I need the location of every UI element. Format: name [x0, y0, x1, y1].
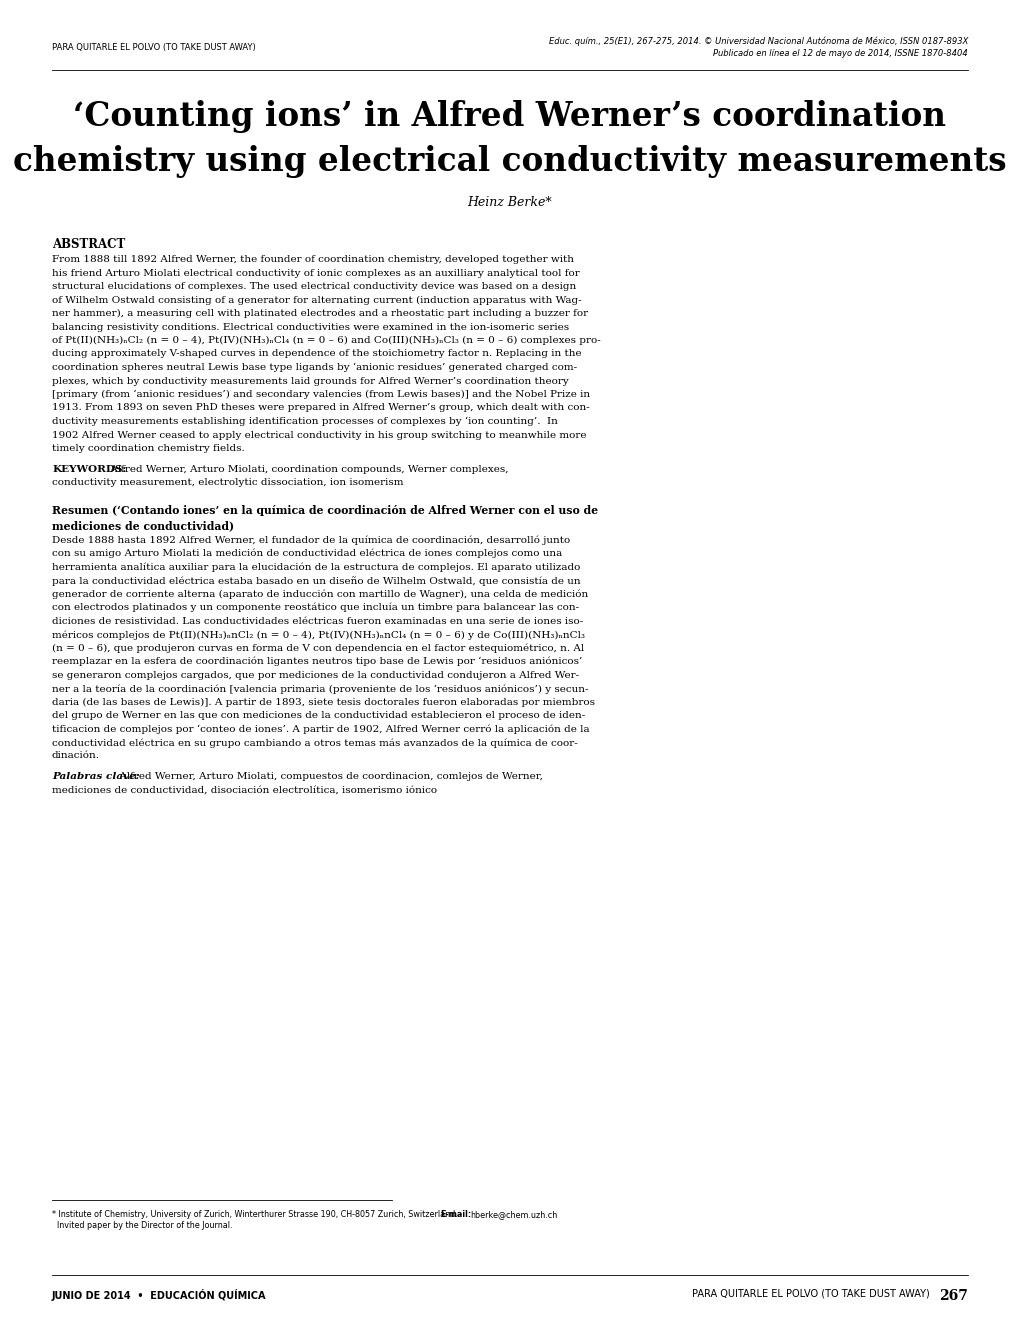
- Text: herramienta analítica auxiliar para la elucidación de la estructura de complejos: herramienta analítica auxiliar para la e…: [52, 562, 580, 572]
- Text: para la conductividad eléctrica estaba basado en un diseño de Wilhelm Ostwald, q: para la conductividad eléctrica estaba b…: [52, 576, 580, 586]
- Text: del grupo de Werner en las que con mediciones de la conductividad establecieron : del grupo de Werner en las que con medic…: [52, 711, 585, 719]
- Text: plexes, which by conductivity measurements laid grounds for Alfred Werner’s coor: plexes, which by conductivity measuremen…: [52, 376, 569, 385]
- Text: generador de corriente alterna (aparato de inducción con martillo de Wagner), un: generador de corriente alterna (aparato …: [52, 590, 588, 599]
- Text: méricos complejos de Pt(II)(NH₃)ₙnCl₂ (n = 0 – 4), Pt(IV)(NH₃)ₙnCl₄ (n = 0 – 6) : méricos complejos de Pt(II)(NH₃)ₙnCl₂ (n…: [52, 630, 585, 639]
- Text: Publicado en línea el 12 de mayo de 2014, ISSNE 1870-8404: Publicado en línea el 12 de mayo de 2014…: [712, 49, 967, 58]
- Text: ner a la teoría de la coordinación [valencia primaria (proveniente de los ‘resid: ner a la teoría de la coordinación [vale…: [52, 684, 588, 693]
- Text: 1913. From 1893 on seven PhD theses were prepared in Alfred Werner’s group, whic: 1913. From 1893 on seven PhD theses were…: [52, 404, 589, 412]
- Text: Alfred Werner, Arturo Miolati, coordination compounds, Werner complexes,: Alfred Werner, Arturo Miolati, coordinat…: [107, 465, 508, 474]
- Text: Alfred Werner, Arturo Miolati, compuestos de coordinacion, comlejos de Werner,: Alfred Werner, Arturo Miolati, compuesto…: [116, 772, 542, 781]
- Text: conductivity measurement, electrolytic dissociation, ion isomerism: conductivity measurement, electrolytic d…: [52, 478, 404, 487]
- Text: dinación.: dinación.: [52, 751, 100, 760]
- Text: ner hammer), a measuring cell with platinated electrodes and a rheostatic part i: ner hammer), a measuring cell with plati…: [52, 309, 588, 318]
- Text: Invited paper by the Director of the Journal.: Invited paper by the Director of the Jou…: [52, 1221, 232, 1230]
- Text: se generaron complejos cargados, que por mediciones de la conductividad condujer: se generaron complejos cargados, que por…: [52, 671, 579, 680]
- Text: Educ. quím., 25(E1), 267-275, 2014. © Universidad Nacional Autónoma de México, I: Educ. quím., 25(E1), 267-275, 2014. © Un…: [548, 37, 967, 46]
- Text: coordination spheres neutral Lewis base type ligands by ‘anionic residues’ gener: coordination spheres neutral Lewis base …: [52, 363, 577, 372]
- Text: balancing resistivity conditions. Electrical conductivities were examined in the: balancing resistivity conditions. Electr…: [52, 322, 569, 331]
- Text: PARA QUITARLE EL POLVO (TO TAKE DUST AWAY): PARA QUITARLE EL POLVO (TO TAKE DUST AWA…: [692, 1290, 929, 1299]
- Text: hberke@chem.uzh.ch: hberke@chem.uzh.ch: [470, 1210, 556, 1218]
- Text: timely coordination chemistry fields.: timely coordination chemistry fields.: [52, 444, 245, 453]
- Text: mediciones de conductividad): mediciones de conductividad): [52, 520, 234, 531]
- Text: daria (de las bases de Lewis)]. A partir de 1893, siete tesis doctorales fueron : daria (de las bases de Lewis)]. A partir…: [52, 697, 594, 706]
- Text: conductividad eléctrica en su grupo cambiando a otros temas más avanzados de la : conductividad eléctrica en su grupo camb…: [52, 738, 577, 747]
- Text: 267: 267: [938, 1290, 967, 1303]
- Text: JUNIO DE 2014  •  EDUCACIÓN QUÍMICA: JUNIO DE 2014 • EDUCACIÓN QUÍMICA: [52, 1290, 266, 1302]
- Text: tificacion de complejos por ‘conteo de iones’. A partir de 1902, Alfred Werner c: tificacion de complejos por ‘conteo de i…: [52, 725, 589, 734]
- Text: reemplazar en la esfera de coordinación ligantes neutros tipo base de Lewis por : reemplazar en la esfera de coordinación …: [52, 657, 582, 667]
- Text: [primary (from ‘anionic residues’) and secondary valencies (from Lewis bases)] a: [primary (from ‘anionic residues’) and s…: [52, 389, 590, 400]
- Text: PARA QUITARLE EL POLVO (TO TAKE DUST AWAY): PARA QUITARLE EL POLVO (TO TAKE DUST AWA…: [52, 44, 256, 51]
- Text: Palabras clave:: Palabras clave:: [52, 772, 140, 781]
- Text: of Wilhelm Ostwald consisting of a generator for alternating current (induction : of Wilhelm Ostwald consisting of a gener…: [52, 296, 581, 305]
- Text: Desde 1888 hasta 1892 Alfred Werner, el fundador de la química de coordinación, : Desde 1888 hasta 1892 Alfred Werner, el …: [52, 536, 570, 545]
- Text: E-mail:: E-mail:: [439, 1210, 471, 1218]
- Text: mediciones de conductividad, disociación electrolítica, isomerismo iónico: mediciones de conductividad, disociación…: [52, 785, 437, 795]
- Text: 1902 Alfred Werner ceased to apply electrical conductivity in his group switchin: 1902 Alfred Werner ceased to apply elect…: [52, 430, 586, 440]
- Text: Heinz Berke*: Heinz Berke*: [468, 195, 551, 209]
- Text: diciones de resistividad. Las conductividades eléctricas fueron examinadas en un: diciones de resistividad. Las conductivi…: [52, 616, 583, 626]
- Text: structural elucidations of complexes. The used electrical conductivity device wa: structural elucidations of complexes. Th…: [52, 282, 576, 290]
- Text: ductivity measurements establishing identification processes of complexes by ‘io: ductivity measurements establishing iden…: [52, 417, 557, 426]
- Text: con electrodos platinados y un componente reostático que incluía un timbre para : con electrodos platinados y un component…: [52, 603, 579, 612]
- Text: Resumen (‘Contando iones’ en la química de coordinación de Alfred Werner con el : Resumen (‘Contando iones’ en la química …: [52, 506, 597, 516]
- Text: ducing approximately V-shaped curves in dependence of the stoichiometry factor n: ducing approximately V-shaped curves in …: [52, 350, 581, 359]
- Text: con su amigo Arturo Miolati la medición de conductividad eléctrica de iones comp: con su amigo Arturo Miolati la medición …: [52, 549, 561, 558]
- Text: (n = 0 – 6), que produjeron curvas en forma de V con dependencia en el factor es: (n = 0 – 6), que produjeron curvas en fo…: [52, 644, 584, 653]
- Text: ‘Counting ions’ in Alfred Werner’s coordination: ‘Counting ions’ in Alfred Werner’s coord…: [73, 100, 946, 133]
- Text: ABSTRACT: ABSTRACT: [52, 238, 125, 251]
- Text: KEYWORDS:: KEYWORDS:: [52, 465, 126, 474]
- Text: his friend Arturo Miolati electrical conductivity of ionic complexes as an auxil: his friend Arturo Miolati electrical con…: [52, 268, 579, 277]
- Text: * Institute of Chemistry, University of Zurich, Winterthurer Strasse 190, CH-805: * Institute of Chemistry, University of …: [52, 1210, 463, 1218]
- Text: From 1888 till 1892 Alfred Werner, the founder of coordination chemistry, develo: From 1888 till 1892 Alfred Werner, the f…: [52, 255, 574, 264]
- Text: of Pt(II)(NH₃)ₙCl₂ (n = 0 – 4), Pt(IV)(NH₃)ₙCl₄ (n = 0 – 6) and Co(III)(NH₃)ₙCl₃: of Pt(II)(NH₃)ₙCl₂ (n = 0 – 4), Pt(IV)(N…: [52, 337, 600, 345]
- Text: chemistry using electrical conductivity measurements: chemistry using electrical conductivity …: [13, 145, 1006, 178]
